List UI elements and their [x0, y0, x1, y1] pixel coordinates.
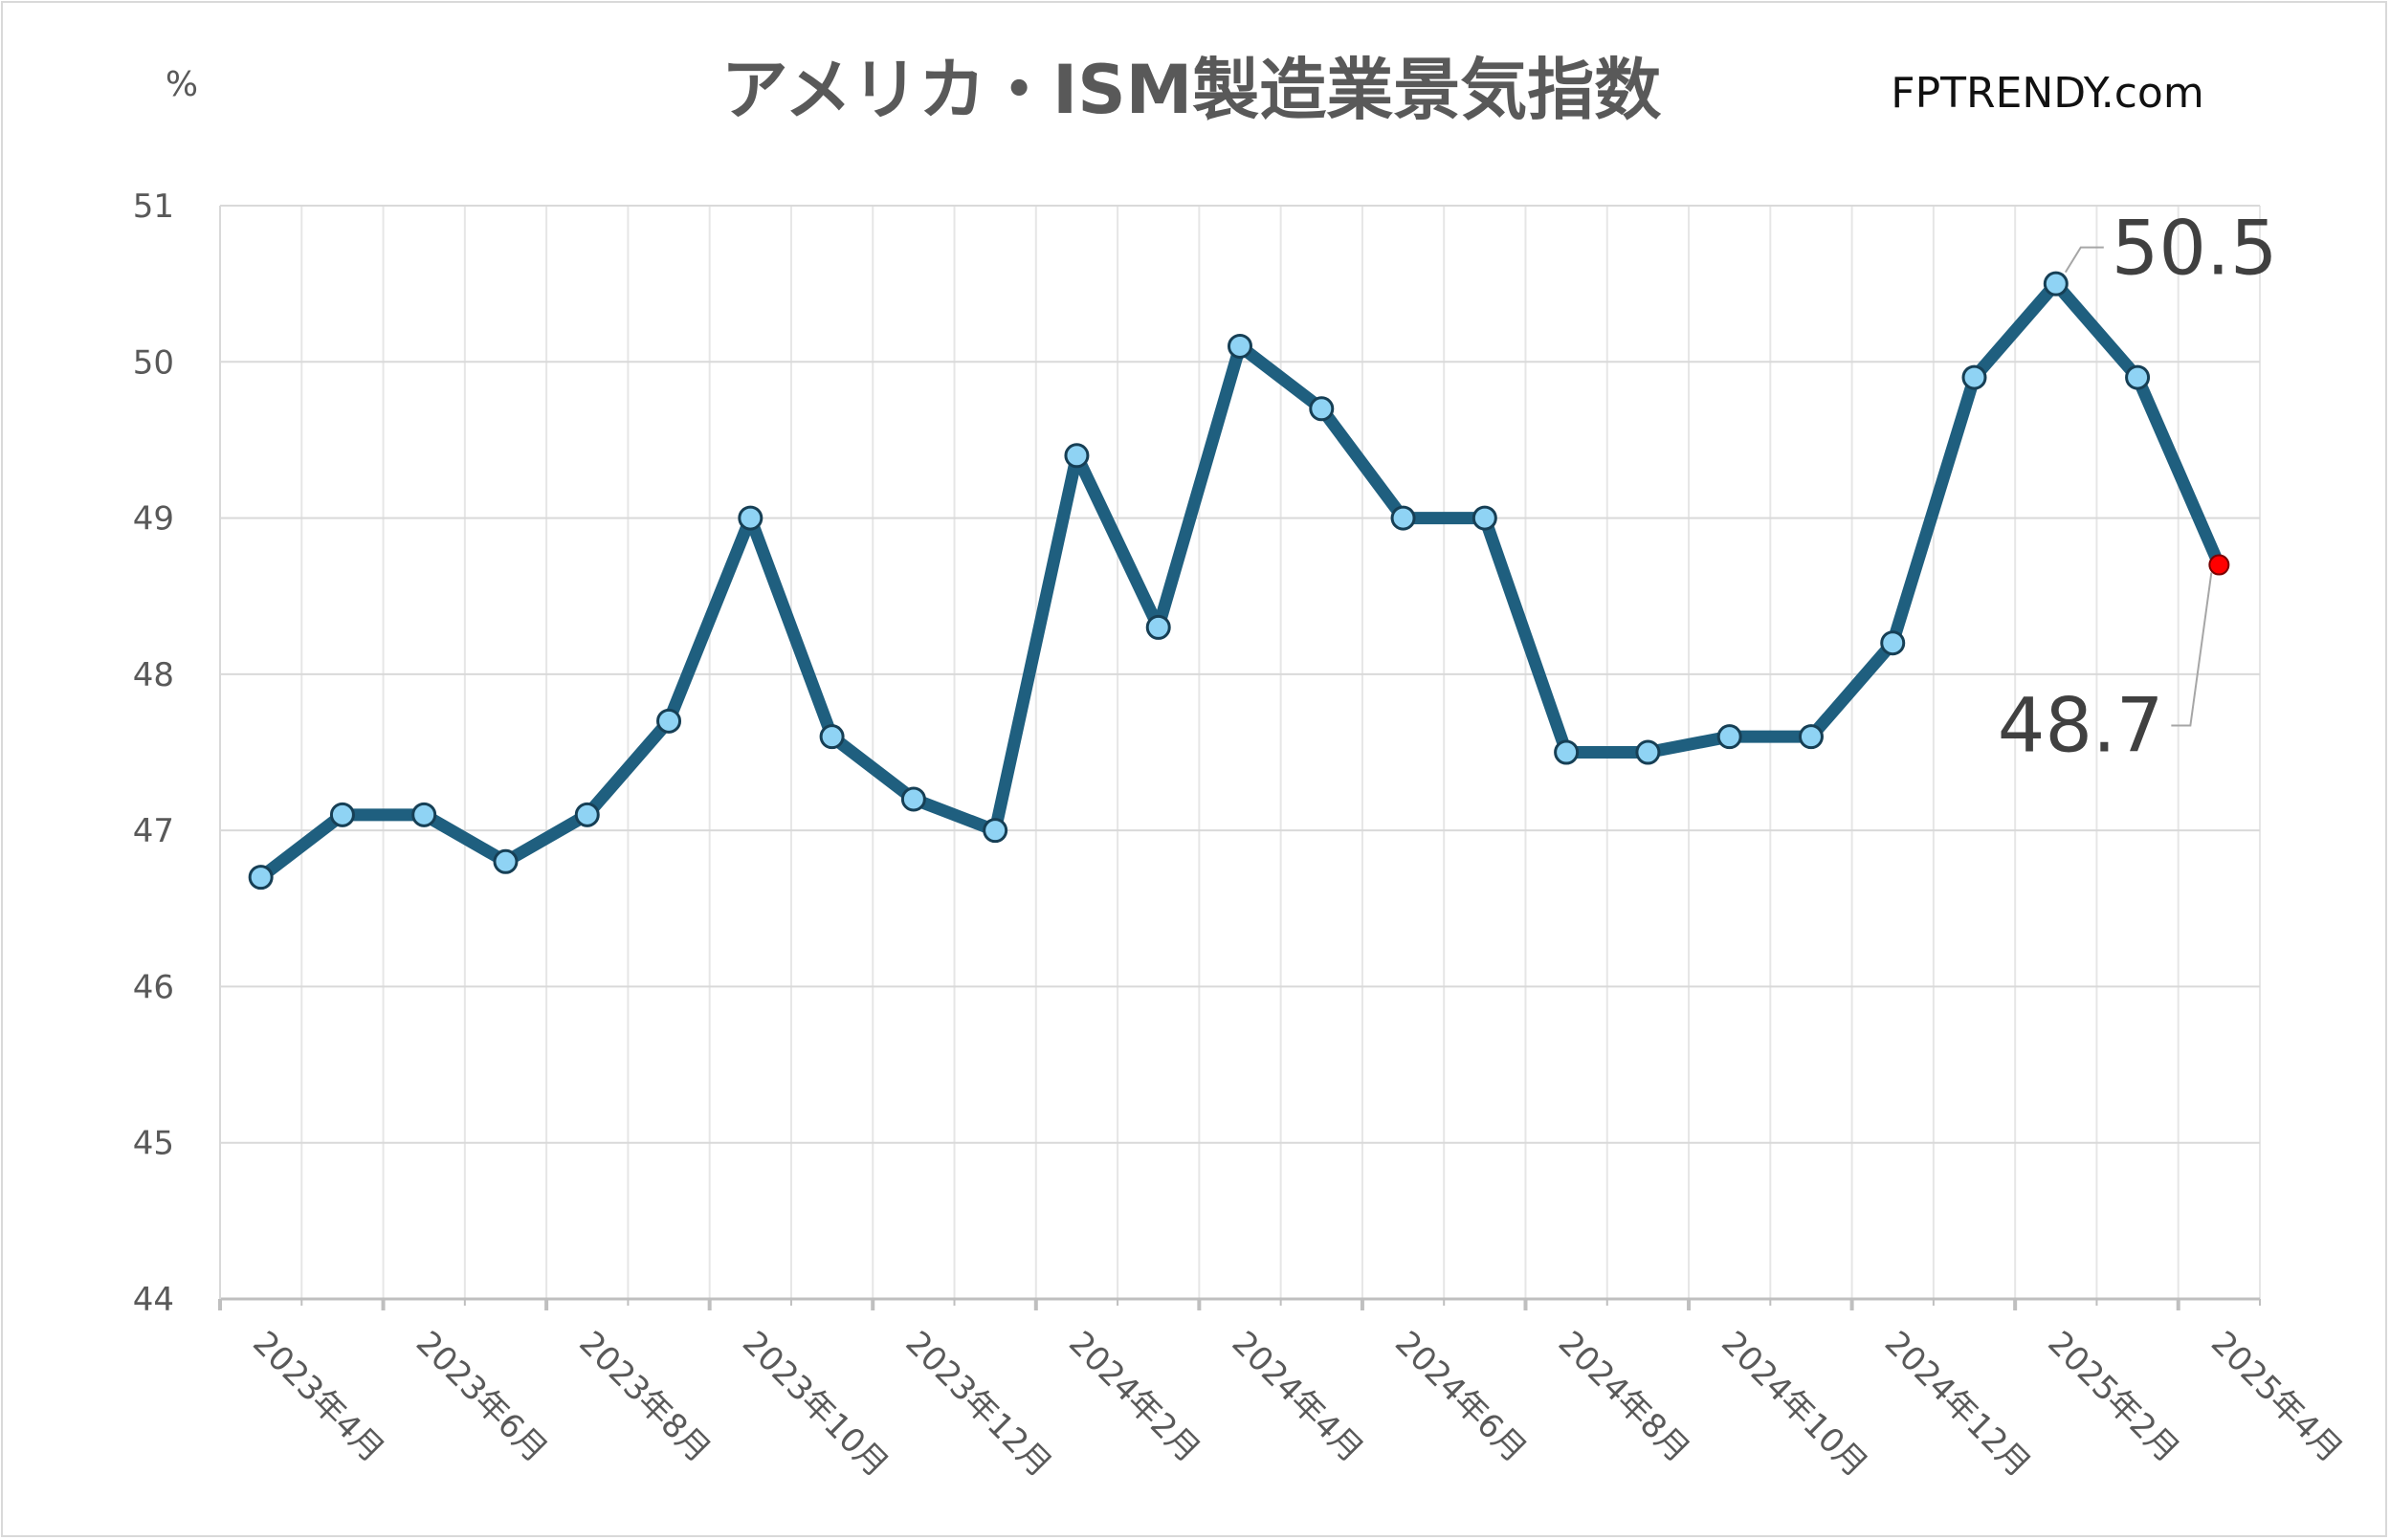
x-tick-label: 2024年8月 — [1551, 1324, 1697, 1470]
y-tick-label: 45 — [133, 1125, 174, 1163]
series — [248, 271, 2230, 891]
data-point — [329, 802, 355, 827]
x-tick-label: 2023年8月 — [571, 1324, 718, 1470]
data-point — [493, 848, 519, 874]
y-tick-label: 46 — [133, 968, 174, 1006]
y-tick-label: 50 — [133, 343, 174, 382]
data-point — [1228, 333, 1252, 359]
data-point — [1309, 396, 1335, 422]
callout-leader — [2064, 246, 2104, 274]
data-point — [1880, 630, 1906, 656]
data-point — [819, 724, 845, 750]
data-point — [1961, 364, 1987, 390]
x-tick-label: 2024年6月 — [1387, 1324, 1534, 1470]
data-point — [983, 818, 1008, 844]
y-axis-unit: % — [166, 65, 198, 104]
x-tick-label: 2025年2月 — [2040, 1324, 2186, 1470]
data-point — [900, 786, 926, 812]
data-point — [248, 865, 274, 891]
x-tick-label: 2023年12月 — [898, 1324, 1059, 1485]
y-tick-label: 51 — [133, 187, 174, 226]
series-line — [254, 277, 2225, 884]
grid — [220, 205, 2261, 1299]
x-tick-label: 2025年4月 — [2203, 1324, 2350, 1470]
x-tick-label: 2024年10月 — [1714, 1324, 1874, 1485]
data-point — [1716, 724, 1742, 750]
data-point — [656, 708, 682, 734]
data-point — [1635, 739, 1661, 765]
data-point — [1145, 614, 1171, 640]
data-point — [2125, 364, 2151, 390]
data-point — [2043, 271, 2069, 297]
callout-label: 50.5 — [2112, 207, 2278, 293]
data-point — [1554, 739, 1580, 765]
axes — [218, 206, 2261, 1310]
data-point — [411, 802, 437, 827]
y-tick-label: 48 — [133, 656, 174, 694]
annotations: 50.5 48.7 — [1998, 207, 2278, 770]
x-tick-label: 2023年6月 — [409, 1324, 555, 1470]
x-tick-label: 2023年4月 — [245, 1324, 391, 1470]
data-point — [574, 802, 600, 827]
x-tick-label: 2023年10月 — [735, 1324, 896, 1485]
data-point — [738, 505, 763, 531]
x-tick-label: 2024年4月 — [1225, 1324, 1371, 1470]
data-point — [1064, 443, 1090, 469]
data-point — [2208, 554, 2230, 576]
y-tick-label: 49 — [133, 500, 174, 539]
data-point — [1472, 505, 1497, 531]
chart-title: アメリカ・ISM製造業景気指数 — [721, 51, 1662, 129]
x-tick-label: 2024年12月 — [1877, 1324, 2038, 1485]
source-label: FPTRENDY.com — [1891, 69, 2203, 118]
data-point — [1390, 505, 1416, 531]
y-tick-label: 47 — [133, 812, 174, 850]
y-tick-label: 44 — [133, 1281, 174, 1319]
callout-leader — [2171, 572, 2213, 727]
data-point — [1798, 724, 1824, 750]
callout-label: 48.7 — [1998, 684, 2164, 770]
x-tick-label: 2024年2月 — [1061, 1324, 1207, 1470]
